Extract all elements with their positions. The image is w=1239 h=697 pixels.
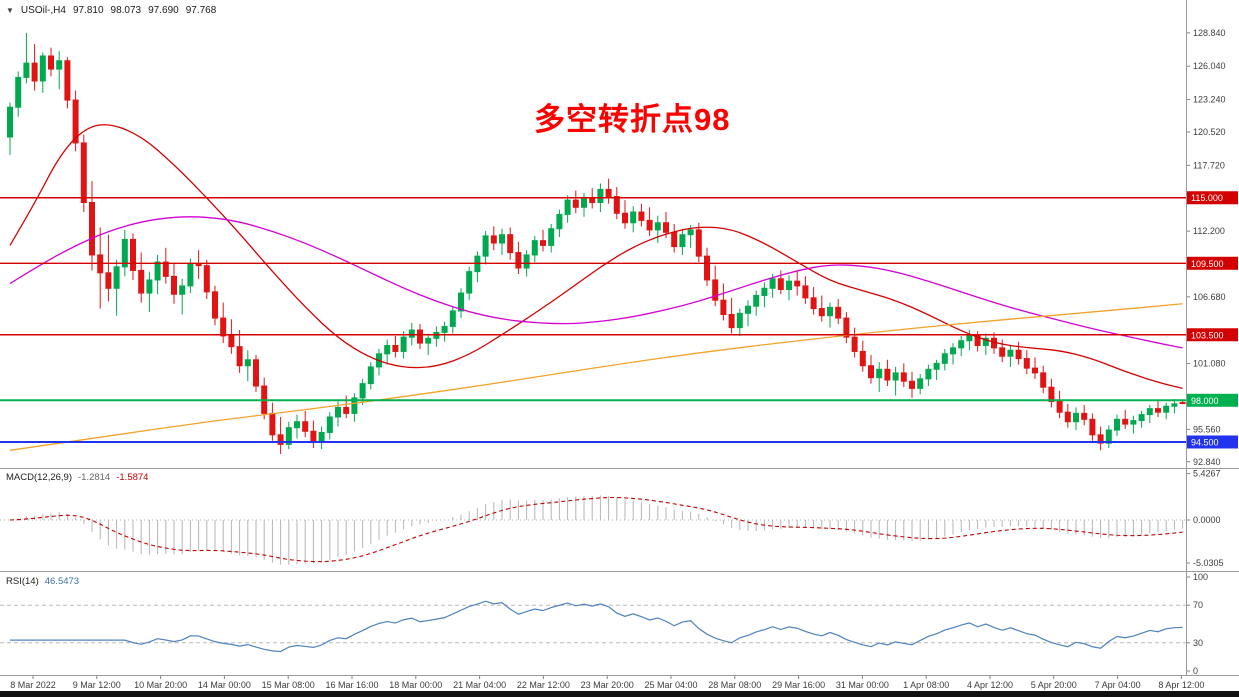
price-badge-103.500 [1187, 328, 1238, 342]
svg-text:25 Mar 04:00: 25 Mar 04:00 [644, 680, 697, 690]
ohlc-open: 97.810 [72, 5, 104, 16]
svg-text:92.840: 92.840 [1193, 457, 1221, 467]
svg-text:128.840: 128.840 [1193, 28, 1226, 38]
ma-fast-red-line [9, 124, 1183, 390]
svg-text:117.720: 117.720 [1193, 160, 1225, 170]
macd-signal-value: -1.5874 [116, 472, 149, 483]
svg-text:8 Mar 2022: 8 Mar 2022 [10, 680, 56, 690]
svg-text:29 Mar 16:00: 29 Mar 16:00 [772, 680, 825, 690]
chart-collapse-icon[interactable]: ▼ [6, 5, 14, 15]
macd-histogram [17, 495, 1184, 565]
svg-text:109.500: 109.500 [1191, 259, 1224, 269]
svg-text:0: 0 [1193, 666, 1198, 676]
svg-text:115.000: 115.000 [1191, 193, 1223, 203]
svg-text:31 Mar 00:00: 31 Mar 00:00 [836, 680, 889, 690]
svg-text:5.4267: 5.4267 [1193, 469, 1221, 479]
svg-text:103.500: 103.500 [1191, 330, 1224, 340]
rsi-name: RSI(14) [6, 576, 39, 587]
macd-name: MACD(12,26,9) [6, 472, 72, 483]
svg-text:106.680: 106.680 [1193, 292, 1226, 302]
svg-text:18 Mar 00:00: 18 Mar 00:00 [389, 680, 442, 690]
price-axis[interactable]: 128.840 126.040 123.240 120.520 117.720 112.2… [1186, 28, 1226, 467]
svg-text:16 Mar 16:00: 16 Mar 16:00 [325, 680, 378, 690]
symbol-timeframe: USOil-,H4 [20, 5, 66, 16]
svg-text:14 Mar 00:00: 14 Mar 00:00 [198, 680, 251, 690]
ma-mid-magenta-line [9, 216, 1183, 349]
macd-indicator-label: MACD(12,26,9) -1.2814 -1.5874 [6, 472, 148, 483]
svg-text:22 Mar 12:00: 22 Mar 12:00 [517, 680, 570, 690]
macd-signal-line [9, 496, 1183, 563]
svg-text:23 Mar 20:00: 23 Mar 20:00 [581, 680, 634, 690]
price-badge-94.500 [1187, 435, 1238, 449]
svg-text:120.520: 120.520 [1193, 127, 1226, 137]
svg-text:70: 70 [1193, 600, 1203, 610]
svg-text:9 Mar 12:00: 9 Mar 12:00 [73, 680, 121, 690]
svg-text:101.080: 101.080 [1193, 359, 1226, 369]
svg-text:10 Mar 20:00: 10 Mar 20:00 [134, 680, 187, 690]
price-badge-98.000 [1187, 393, 1238, 407]
rsi-line [10, 600, 1183, 653]
svg-text:-5.0305: -5.0305 [1193, 558, 1224, 568]
svg-text:94.500: 94.500 [1191, 437, 1219, 447]
window-bottom-edge [0, 691, 1239, 697]
svg-text:8 Apr 12:00: 8 Apr 12:00 [1158, 680, 1204, 690]
symbol-info-line: ▼ USOil-,H4 97.810 98.073 97.690 97.768 [6, 5, 216, 16]
svg-text:112.200: 112.200 [1193, 226, 1225, 236]
macd-main-value: -1.2814 [78, 472, 111, 483]
svg-text:98.000: 98.000 [1191, 396, 1219, 406]
svg-text:1 Apr 08:00: 1 Apr 08:00 [903, 680, 949, 690]
svg-text:100: 100 [1193, 572, 1208, 582]
svg-text:0.0000: 0.0000 [1193, 515, 1221, 525]
svg-text:123.240: 123.240 [1193, 95, 1226, 105]
svg-text:95.560: 95.560 [1193, 424, 1221, 434]
svg-text:5 Apr 20:00: 5 Apr 20:00 [1031, 680, 1077, 690]
rsi-value: 46.5473 [44, 576, 80, 587]
ohlc-close: 97.768 [185, 5, 217, 16]
svg-text:28 Mar 08:00: 28 Mar 08:00 [708, 680, 761, 690]
ohlc-low: 97.690 [148, 5, 179, 16]
candles[interactable] [7, 32, 1186, 454]
ohlc-high: 98.073 [110, 5, 142, 16]
annotation-text[interactable]: 多空转折点98 [534, 102, 731, 137]
svg-text:7 Apr 04:00: 7 Apr 04:00 [1095, 680, 1141, 690]
time-axis[interactable]: 8 Mar 2022 9 Mar 12:00 10 Mar 20:00 14 Mar … [10, 675, 1204, 690]
svg-text:126.040: 126.040 [1193, 61, 1226, 71]
svg-text:15 Mar 08:00: 15 Mar 08:00 [262, 680, 315, 690]
rsi-indicator-label: RSI(14) 46.5473 [6, 576, 79, 587]
svg-text:30: 30 [1193, 638, 1203, 648]
ma-slow-orange-line [9, 303, 1183, 451]
price-badge-109.500 [1187, 256, 1238, 270]
price-badge-115.000 [1187, 191, 1238, 205]
svg-text:21 Mar 04:00: 21 Mar 04:00 [453, 680, 506, 690]
svg-text:4 Apr 12:00: 4 Apr 12:00 [967, 680, 1013, 690]
